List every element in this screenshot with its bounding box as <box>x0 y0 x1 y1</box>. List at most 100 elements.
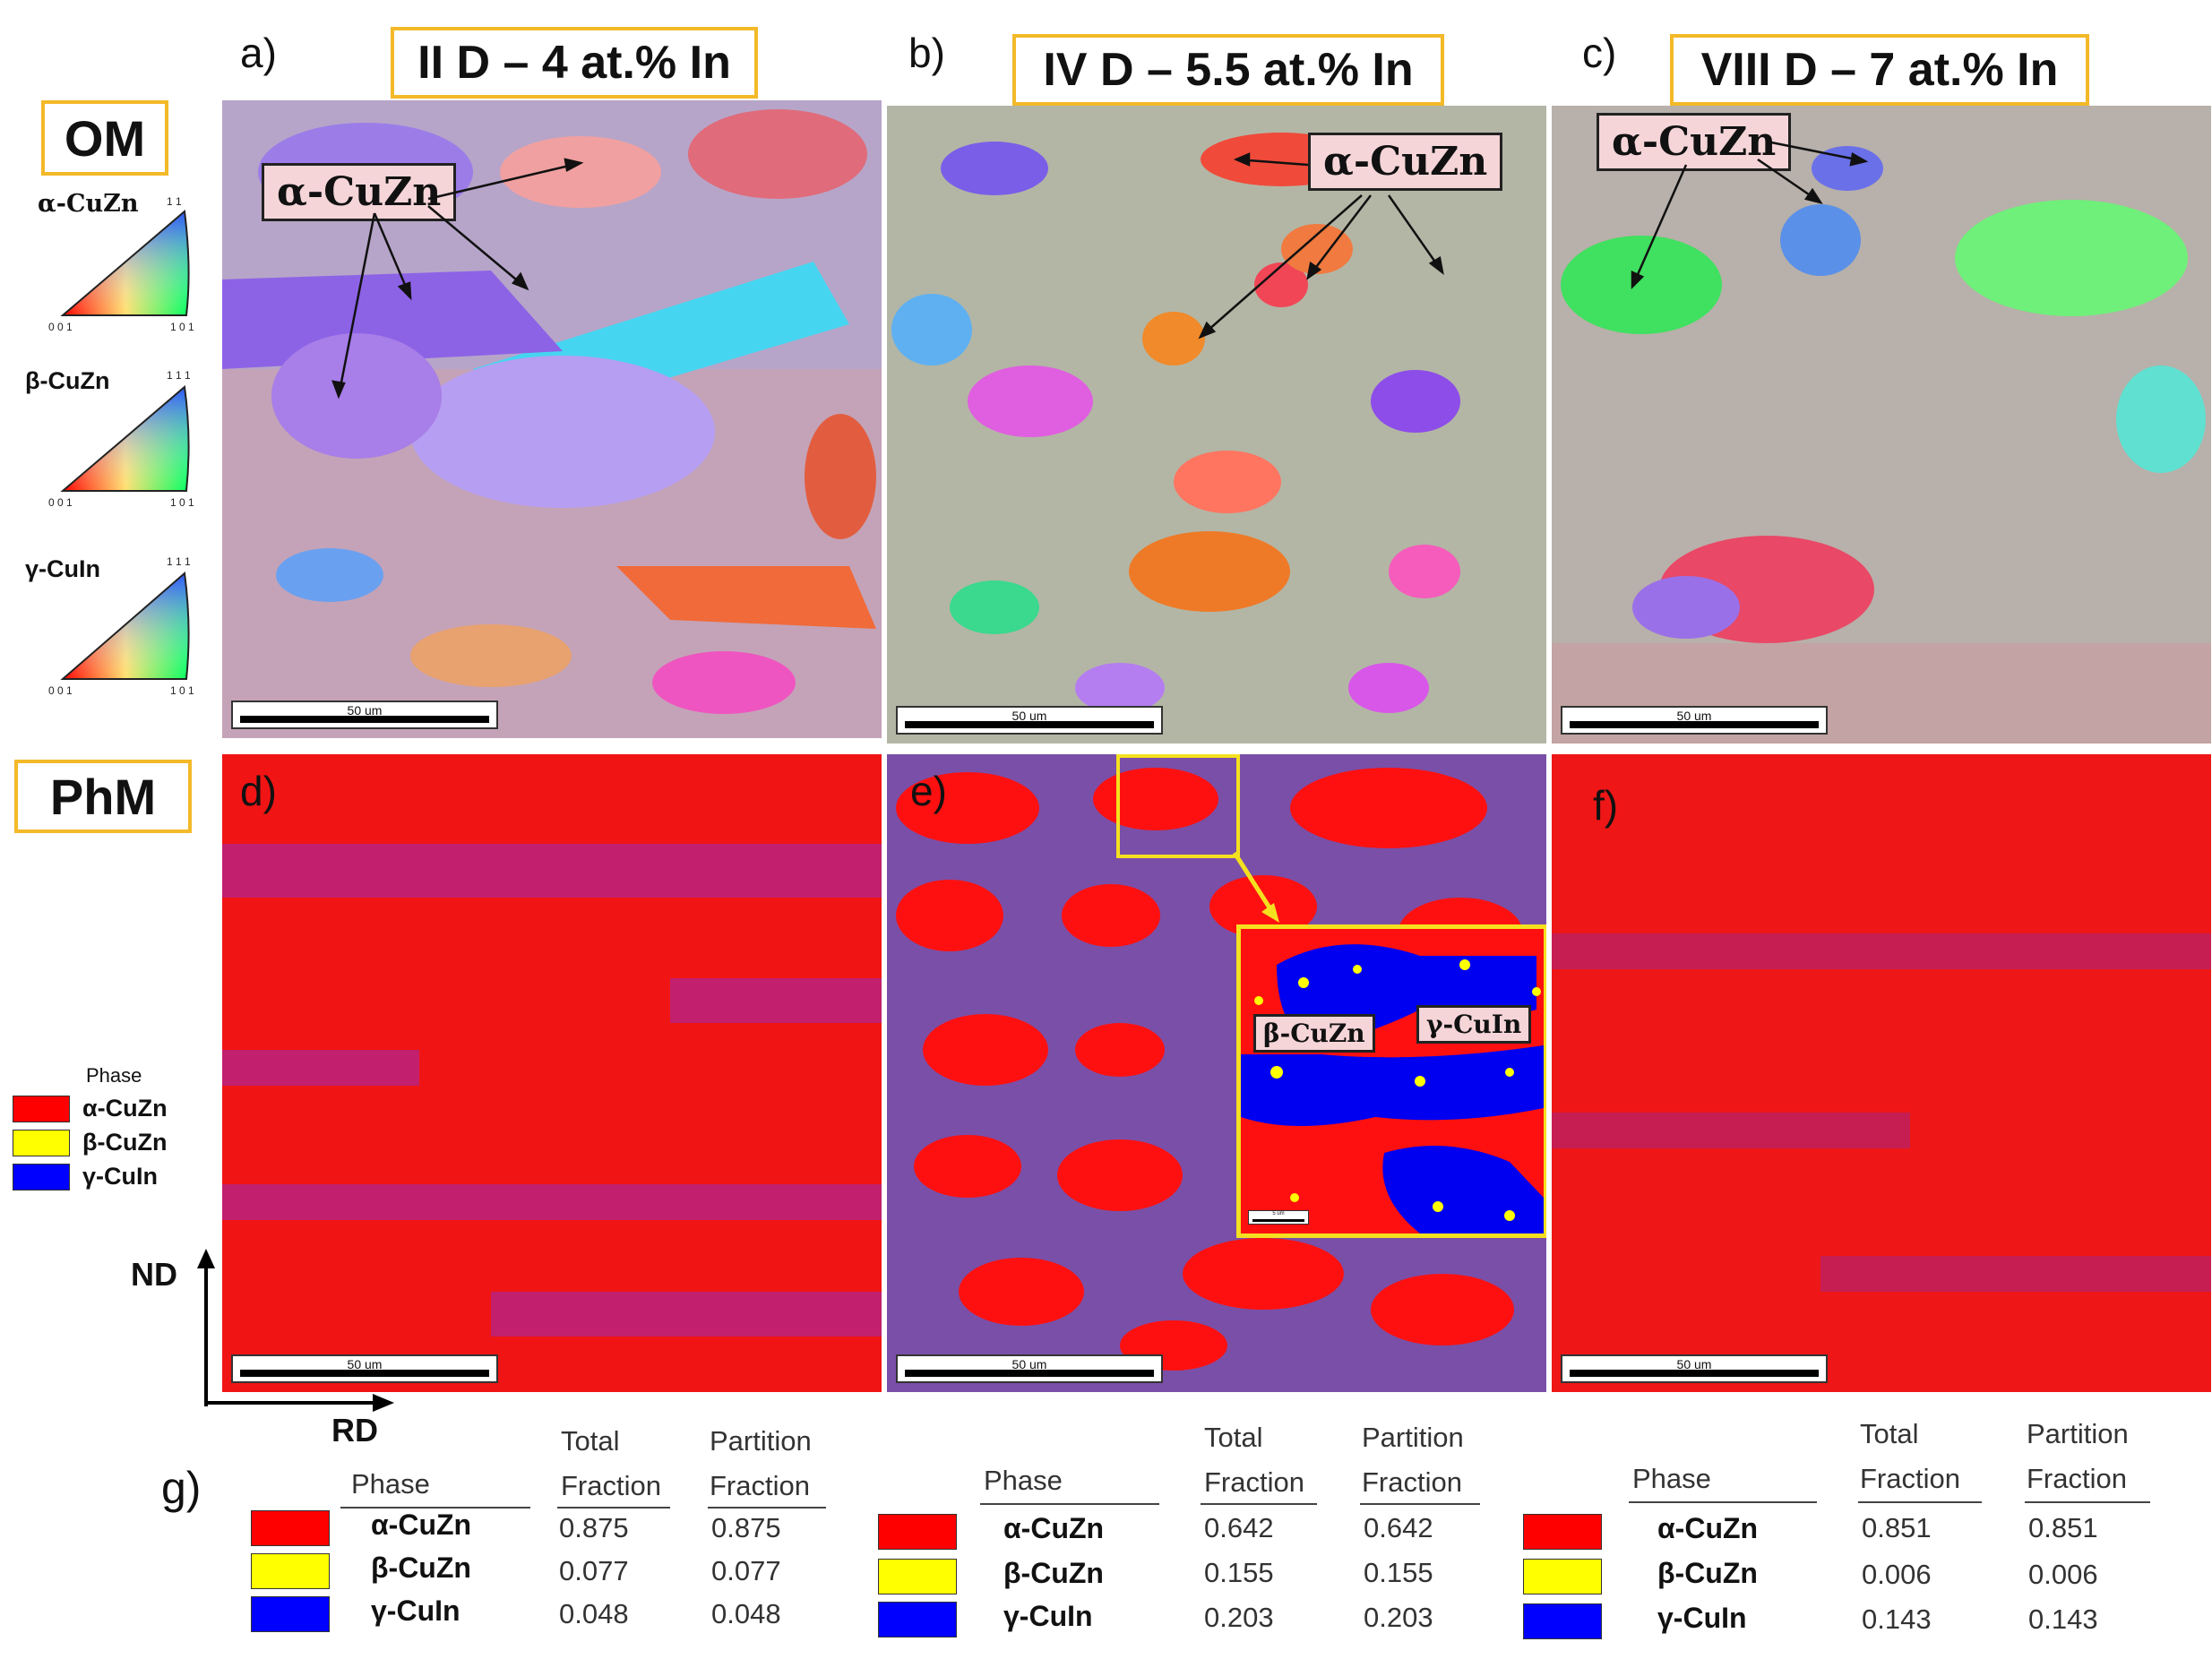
table3-partition-beta: 0.006 <box>2028 1559 2098 1590</box>
table3-partition-alpha: 0.851 <box>2028 1512 2098 1543</box>
ipf-idx-beta-right: 1 0 1 <box>170 496 194 509</box>
ipf-idx-alpha-left: 0 0 1 <box>48 321 73 333</box>
table2-head-total-2: Fraction <box>1204 1466 1304 1498</box>
table3-total-alpha: 0.851 <box>1862 1512 1932 1543</box>
table3-swatch-beta <box>1523 1559 1602 1595</box>
table2-head-total-1: Total <box>1204 1422 1263 1453</box>
scalebar-e: 50 um <box>896 1354 1163 1383</box>
table1-swatch-alpha <box>251 1510 330 1546</box>
rd-label: RD <box>331 1412 378 1448</box>
table1-total-beta: 0.077 <box>559 1555 629 1586</box>
phase-legend-gamma-label: γ-CuIn <box>82 1163 158 1190</box>
table1-head-partition-1: Partition <box>710 1425 812 1457</box>
ipf-label-alpha: α-CuZn <box>38 190 139 218</box>
table3-total-beta: 0.006 <box>1862 1559 1932 1590</box>
table1-phase-alpha: α-CuZn <box>371 1509 472 1541</box>
table2-swatch-gamma <box>878 1602 957 1638</box>
nd-rd-axes <box>197 1249 394 1412</box>
ipf-triangle-alpha <box>60 210 190 316</box>
table2-partition-alpha: 0.642 <box>1364 1512 1433 1543</box>
row-label-om: OM <box>41 100 168 176</box>
om-map-b-grains <box>887 106 1546 744</box>
ipf-label-gamma: γ-CuIn <box>25 555 100 582</box>
row-label-phm: PhM <box>14 760 192 833</box>
scalebar-c-label: 50 um <box>1676 709 1712 723</box>
table1-head-partition-2: Fraction <box>710 1470 810 1501</box>
phase-map-f-texture <box>1552 754 2211 1392</box>
scalebar-d: 50 um <box>231 1354 498 1383</box>
annotation-arrows-a <box>331 158 584 400</box>
phase-swatch-gamma <box>13 1163 70 1191</box>
scalebar-b-label: 50 um <box>1011 709 1047 723</box>
annotation-alpha-c: α-CuZn <box>1597 113 1792 171</box>
nd-label: ND <box>131 1256 177 1293</box>
inset-callout-arrow <box>1232 851 1279 923</box>
ipf-triangles-svg <box>60 210 190 680</box>
table1-partition-gamma: 0.048 <box>711 1598 781 1629</box>
table3-swatch-alpha <box>1523 1514 1602 1550</box>
table2-total-beta: 0.155 <box>1204 1557 1274 1588</box>
table2-swatch-beta <box>878 1559 957 1595</box>
table2-partition-gamma: 0.203 <box>1364 1602 1433 1633</box>
table3-swatch-gamma <box>1523 1603 1602 1639</box>
panel-letter-g: g) <box>161 1463 202 1513</box>
phase-swatch-alpha <box>13 1095 70 1122</box>
ipf-idx-alpha-top: 1 1 <box>167 195 182 208</box>
phase-legend-alpha-label: α-CuZn <box>82 1095 168 1122</box>
table1-total-alpha: 0.875 <box>559 1512 629 1543</box>
table1-partition-beta: 0.077 <box>711 1555 781 1586</box>
inset-label-gamma: γ-CuIn <box>1416 1005 1532 1044</box>
phase-map-f: f) 50 um <box>1552 754 2211 1392</box>
phase-swatch-beta <box>13 1129 70 1156</box>
panel-letter-d: d) <box>240 768 277 814</box>
table3-phase-alpha: α-CuZn <box>1657 1512 1759 1544</box>
panel-letter-a: a) <box>240 30 277 76</box>
inset-zoom-phases <box>1241 929 1544 1234</box>
ipf-idx-beta-top: 1 1 1 <box>167 369 191 382</box>
ipf-triangle-gamma <box>60 572 190 680</box>
table3-total-gamma: 0.143 <box>1862 1603 1932 1635</box>
table2-phase-gamma: γ-CuIn <box>1003 1600 1093 1632</box>
scalebar-a-label: 50 um <box>347 703 383 718</box>
table2-total-alpha: 0.642 <box>1204 1512 1274 1543</box>
table2-swatch-alpha <box>878 1514 957 1550</box>
table2-total-gamma: 0.203 <box>1204 1602 1274 1633</box>
phase-map-d-texture <box>222 754 882 1392</box>
inset-zoom: β-CuZn γ-CuIn 5 um <box>1236 924 1546 1238</box>
table2-head-partition-1: Partition <box>1362 1422 1464 1453</box>
inset-scalebar: 5 um <box>1248 1210 1309 1225</box>
inset-region-box <box>1116 754 1240 858</box>
panel-letter-b: b) <box>908 30 945 76</box>
column-title-c: VIII D – 7 at.% In <box>1670 34 2089 106</box>
annotation-alpha-a: α-CuZn <box>262 163 457 221</box>
scalebar-f-label: 50 um <box>1676 1357 1712 1371</box>
table1-phase-gamma: γ-CuIn <box>371 1595 460 1627</box>
table3-head-partition-1: Partition <box>2027 1418 2129 1449</box>
table1-swatch-beta <box>251 1553 330 1589</box>
scalebar-d-label: 50 um <box>347 1357 383 1371</box>
table2-head-phase: Phase <box>984 1465 1063 1496</box>
annotation-alpha-b: α-CuZn <box>1308 133 1503 191</box>
phase-legend-beta-label: β-CuZn <box>82 1129 168 1156</box>
panel-letter-c: c) <box>1582 30 1617 76</box>
table2-phase-alpha: α-CuZn <box>1003 1512 1105 1544</box>
table3-head-total-2: Fraction <box>1860 1463 1960 1494</box>
annotation-arrows-b <box>1198 152 1444 340</box>
table2-partition-beta: 0.155 <box>1364 1557 1433 1588</box>
table1-swatch-gamma <box>251 1596 330 1632</box>
ipf-idx-gamma-left: 0 0 1 <box>48 684 73 697</box>
ipf-idx-gamma-top: 1 1 1 <box>167 555 191 568</box>
annotation-arrows-c <box>1631 140 1869 290</box>
panel-letter-f: f) <box>1593 782 1619 829</box>
table1-head-phase: Phase <box>351 1468 430 1500</box>
om-map-c: α-CuZn 50 um <box>1552 106 2211 744</box>
table1-head-total-1: Total <box>561 1425 620 1457</box>
table1-total-gamma: 0.048 <box>559 1598 629 1629</box>
ipf-idx-beta-left: 0 0 1 <box>48 496 73 509</box>
table1-head-total-2: Fraction <box>561 1470 661 1501</box>
table1-phase-beta: β-CuZn <box>371 1552 471 1584</box>
phase-legend-gamma: γ-CuIn <box>13 1163 158 1191</box>
phase-map-e: e) β-CuZn γ-CuIn 5 um 50 um <box>887 754 1546 1392</box>
table3-phase-beta: β-CuZn <box>1657 1557 1758 1589</box>
om-map-c-grains <box>1552 106 2211 744</box>
